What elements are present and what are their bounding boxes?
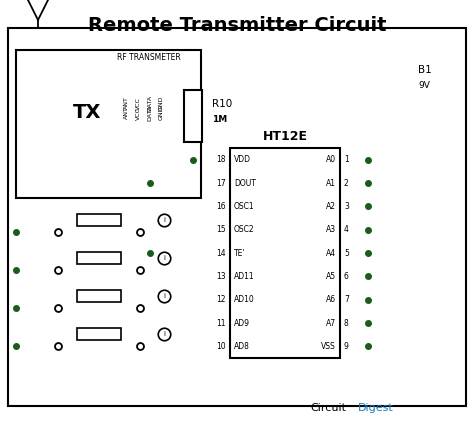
Text: 18: 18 bbox=[217, 155, 226, 164]
Text: 7: 7 bbox=[344, 295, 349, 304]
Text: 3: 3 bbox=[344, 202, 349, 211]
Text: i: i bbox=[163, 331, 165, 337]
Text: B1: B1 bbox=[418, 65, 432, 75]
Text: A1: A1 bbox=[326, 179, 336, 187]
Text: VCC: VCC bbox=[136, 107, 141, 120]
Text: i: i bbox=[163, 217, 165, 223]
Text: DATA: DATA bbox=[147, 95, 152, 111]
Text: i: i bbox=[163, 293, 165, 299]
Text: R10: R10 bbox=[212, 99, 232, 109]
Text: 1M: 1M bbox=[212, 115, 227, 124]
Bar bbox=[230, 148, 340, 358]
Text: 4: 4 bbox=[344, 225, 349, 234]
Text: 15: 15 bbox=[216, 225, 226, 234]
Text: A0: A0 bbox=[326, 155, 336, 164]
Text: VDD: VDD bbox=[234, 155, 251, 164]
Text: 14: 14 bbox=[216, 248, 226, 258]
Text: i: i bbox=[163, 255, 165, 261]
Text: 9: 9 bbox=[344, 342, 349, 351]
Bar bbox=[184, 90, 202, 142]
Bar bbox=[77, 290, 121, 302]
Text: 16: 16 bbox=[216, 202, 226, 211]
Text: VCC: VCC bbox=[136, 96, 141, 110]
Text: VSS: VSS bbox=[321, 342, 336, 351]
Text: GND: GND bbox=[159, 96, 164, 110]
Text: 1: 1 bbox=[344, 155, 349, 164]
Text: 12: 12 bbox=[217, 295, 226, 304]
Text: 8: 8 bbox=[344, 319, 349, 327]
Bar bbox=[77, 214, 121, 226]
Text: 5: 5 bbox=[344, 248, 349, 258]
Text: ANT: ANT bbox=[124, 96, 129, 110]
Text: OSC1: OSC1 bbox=[234, 202, 255, 211]
Text: Digest: Digest bbox=[358, 403, 394, 413]
Text: TX: TX bbox=[73, 104, 101, 123]
Text: DOUT: DOUT bbox=[234, 179, 256, 187]
Text: GND: GND bbox=[159, 106, 164, 120]
Text: ANT: ANT bbox=[124, 107, 129, 119]
Text: AD10: AD10 bbox=[234, 295, 255, 304]
Bar bbox=[77, 252, 121, 264]
Text: RF TRANSMETER: RF TRANSMETER bbox=[117, 53, 181, 62]
Text: 2: 2 bbox=[344, 179, 349, 187]
Text: AD9: AD9 bbox=[234, 319, 250, 327]
Text: 17: 17 bbox=[216, 179, 226, 187]
Text: AD8: AD8 bbox=[234, 342, 250, 351]
Text: A6: A6 bbox=[326, 295, 336, 304]
Text: 13: 13 bbox=[216, 272, 226, 281]
Text: AD11: AD11 bbox=[234, 272, 255, 281]
Text: HT12E: HT12E bbox=[263, 129, 308, 143]
Text: 9V: 9V bbox=[418, 82, 430, 91]
Bar bbox=[115, 68, 173, 158]
Text: 10: 10 bbox=[216, 342, 226, 351]
Bar bbox=[8, 28, 466, 406]
Text: TE': TE' bbox=[234, 248, 246, 258]
Text: A3: A3 bbox=[326, 225, 336, 234]
Text: 11: 11 bbox=[217, 319, 226, 327]
Text: A7: A7 bbox=[326, 319, 336, 327]
Text: A2: A2 bbox=[326, 202, 336, 211]
Bar bbox=[77, 328, 121, 340]
Bar bbox=[16, 50, 201, 198]
Text: OSC2: OSC2 bbox=[234, 225, 255, 234]
Text: A4: A4 bbox=[326, 248, 336, 258]
Text: DATA: DATA bbox=[147, 105, 152, 121]
Text: Remote Transmitter Circuit: Remote Transmitter Circuit bbox=[88, 16, 386, 35]
Text: 6: 6 bbox=[344, 272, 349, 281]
Text: A5: A5 bbox=[326, 272, 336, 281]
Text: Circuit: Circuit bbox=[310, 403, 346, 413]
